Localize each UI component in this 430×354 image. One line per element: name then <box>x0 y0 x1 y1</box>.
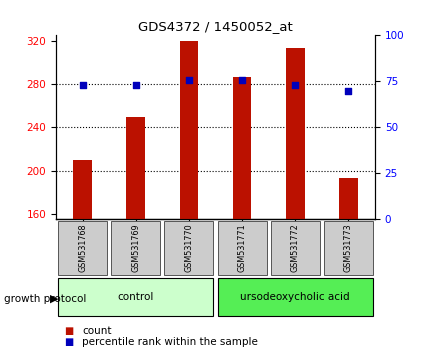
Bar <box>73 160 92 219</box>
Text: ursodeoxycholic acid: ursodeoxycholic acid <box>240 292 349 302</box>
Text: GSM531773: GSM531773 <box>343 223 352 272</box>
Point <box>185 77 192 82</box>
Text: ▶: ▶ <box>49 294 58 304</box>
FancyBboxPatch shape <box>217 278 372 316</box>
Point <box>238 77 245 82</box>
FancyBboxPatch shape <box>164 221 213 275</box>
Text: GSM531770: GSM531770 <box>184 223 193 272</box>
Point <box>79 82 86 88</box>
Title: GDS4372 / 1450052_at: GDS4372 / 1450052_at <box>138 20 292 33</box>
FancyBboxPatch shape <box>111 221 160 275</box>
Bar <box>338 178 357 219</box>
Bar <box>232 76 251 219</box>
Text: GSM531771: GSM531771 <box>237 223 246 272</box>
Text: ■: ■ <box>64 337 74 347</box>
Text: growth protocol: growth protocol <box>4 294 86 304</box>
Point <box>132 82 139 88</box>
FancyBboxPatch shape <box>217 221 266 275</box>
Point <box>291 82 298 88</box>
Text: GSM531768: GSM531768 <box>78 223 87 272</box>
FancyBboxPatch shape <box>58 221 107 275</box>
Text: ■: ■ <box>64 326 74 336</box>
Bar <box>179 41 198 219</box>
FancyBboxPatch shape <box>270 221 319 275</box>
Point <box>344 88 351 93</box>
Bar <box>126 116 145 219</box>
Text: GSM531772: GSM531772 <box>290 223 299 272</box>
Text: control: control <box>117 292 154 302</box>
Text: percentile rank within the sample: percentile rank within the sample <box>82 337 257 347</box>
Text: GSM531769: GSM531769 <box>131 223 140 272</box>
Text: count: count <box>82 326 111 336</box>
FancyBboxPatch shape <box>58 278 213 316</box>
FancyBboxPatch shape <box>323 221 372 275</box>
Bar <box>285 48 304 219</box>
